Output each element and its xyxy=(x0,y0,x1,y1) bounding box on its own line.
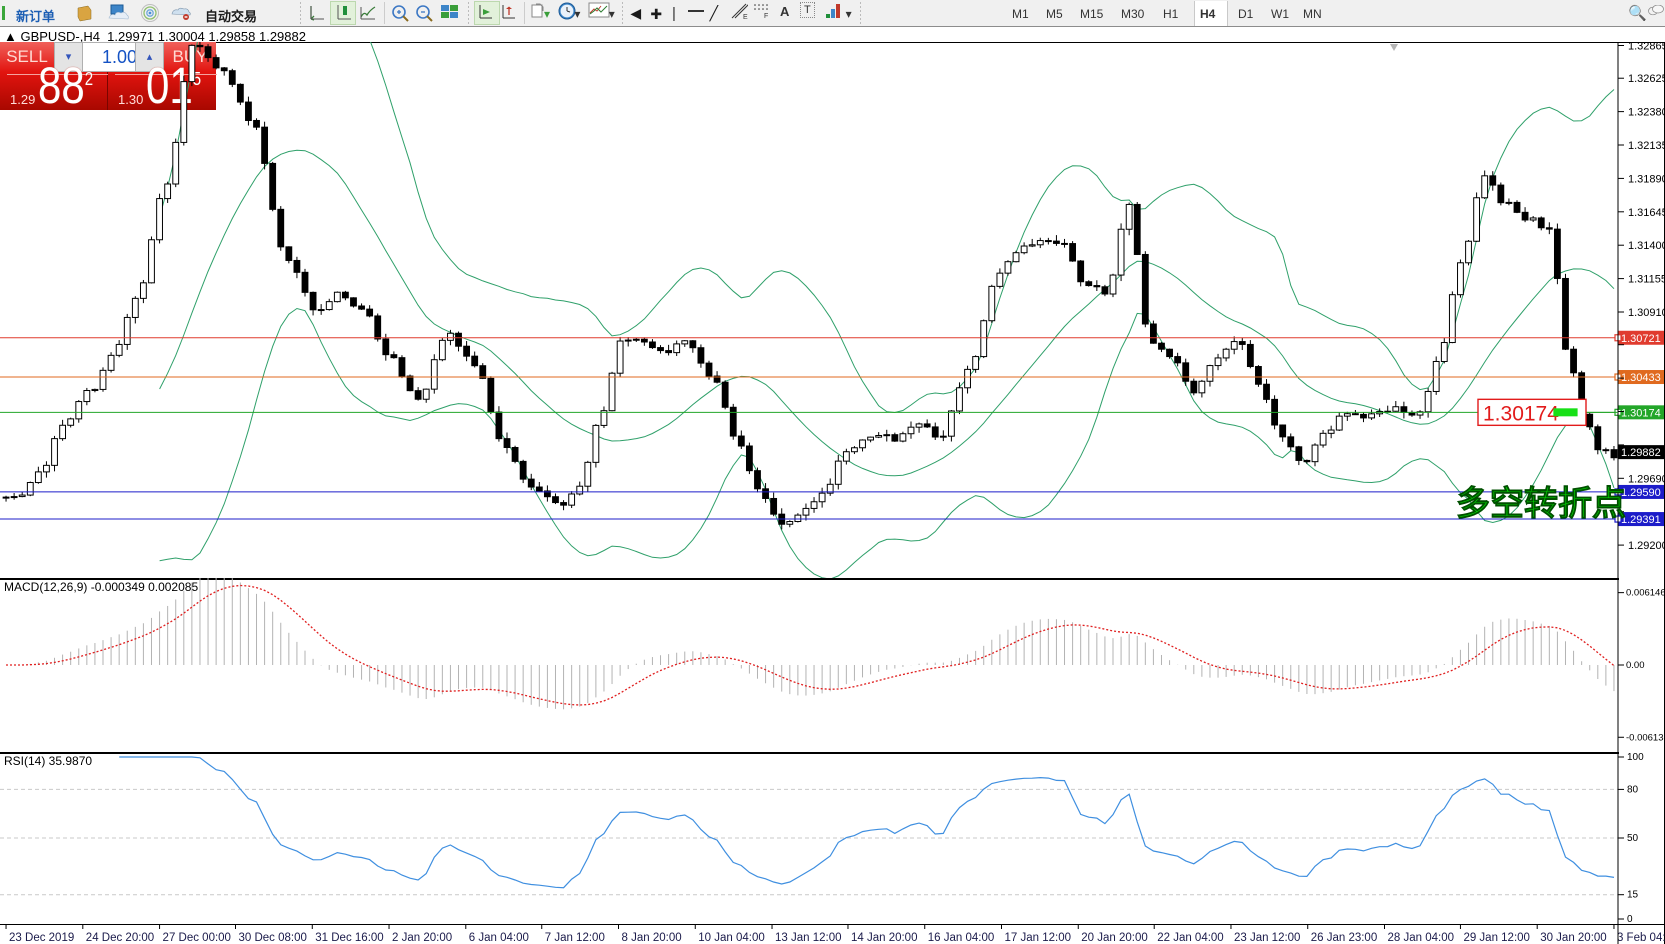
svg-text:MACD(12,26,9) -0.000349 0.0020: MACD(12,26,9) -0.000349 0.002085 xyxy=(4,580,198,594)
svg-text:1.29882: 1.29882 xyxy=(1621,447,1661,459)
svg-text:17 Jan 12:00: 17 Jan 12:00 xyxy=(1004,932,1071,944)
svg-text:1.32865: 1.32865 xyxy=(1628,42,1665,53)
svg-text:2 Jan 20:00: 2 Jan 20:00 xyxy=(392,932,452,944)
svg-text:13 Jan 12:00: 13 Jan 12:00 xyxy=(775,932,842,944)
svg-text:80: 80 xyxy=(1627,784,1639,795)
svg-text:1.32380: 1.32380 xyxy=(1628,107,1665,119)
svg-text:1.31890: 1.31890 xyxy=(1628,173,1665,185)
svg-text:16 Jan 04:00: 16 Jan 04:00 xyxy=(928,932,995,944)
svg-text:0.006146: 0.006146 xyxy=(1626,588,1665,599)
svg-text:22 Jan 04:00: 22 Jan 04:00 xyxy=(1157,932,1224,944)
svg-text:E: E xyxy=(743,14,748,20)
svg-text:27 Dec 00:00: 27 Dec 00:00 xyxy=(163,932,231,944)
svg-text:RSI(14) 35.9870: RSI(14) 35.9870 xyxy=(4,754,92,768)
svg-text:50: 50 xyxy=(1627,833,1639,844)
svg-text:1.31645: 1.31645 xyxy=(1628,207,1665,219)
svg-text:14 Jan 20:00: 14 Jan 20:00 xyxy=(851,932,918,944)
svg-text:1.29391: 1.29391 xyxy=(1621,514,1661,526)
svg-text:1.32625: 1.32625 xyxy=(1628,73,1665,85)
svg-text:1.29690: 1.29690 xyxy=(1628,473,1665,485)
svg-text:1.30174: 1.30174 xyxy=(1621,407,1661,419)
svg-text:1.31400: 1.31400 xyxy=(1628,240,1665,252)
svg-text:F: F xyxy=(764,13,768,19)
svg-text:15: 15 xyxy=(1627,890,1639,901)
svg-text:26 Jan 23:00: 26 Jan 23:00 xyxy=(1311,932,1378,944)
svg-text:3 Feb 04:00: 3 Feb 04:00 xyxy=(1617,932,1665,944)
svg-text:23 Jan 12:00: 23 Jan 12:00 xyxy=(1234,932,1301,944)
svg-text:6 Jan 04:00: 6 Jan 04:00 xyxy=(469,932,529,944)
svg-text:1.29200: 1.29200 xyxy=(1628,540,1665,552)
svg-text:1.30433: 1.30433 xyxy=(1621,372,1661,384)
svg-text:8 Jan 20:00: 8 Jan 20:00 xyxy=(622,932,682,944)
svg-text:100: 100 xyxy=(1627,752,1644,763)
svg-text:7 Jan 12:00: 7 Jan 12:00 xyxy=(545,932,605,944)
svg-text:1.32135: 1.32135 xyxy=(1628,140,1665,152)
svg-text:24 Dec 20:00: 24 Dec 20:00 xyxy=(86,932,154,944)
svg-text:30 Jan 20:00: 30 Jan 20:00 xyxy=(1540,932,1607,944)
svg-text:1.30721: 1.30721 xyxy=(1621,333,1661,345)
svg-text:1.30910: 1.30910 xyxy=(1628,307,1665,319)
svg-text:23 Dec 2019: 23 Dec 2019 xyxy=(9,932,74,944)
svg-text:10 Jan 04:00: 10 Jan 04:00 xyxy=(698,932,765,944)
svg-text:30 Dec 08:00: 30 Dec 08:00 xyxy=(239,932,307,944)
svg-text:-0.006138: -0.006138 xyxy=(1626,732,1665,743)
svg-text:0: 0 xyxy=(1627,914,1633,924)
svg-text:29 Jan 12:00: 29 Jan 12:00 xyxy=(1463,932,1530,944)
svg-text:20 Jan 20:00: 20 Jan 20:00 xyxy=(1081,932,1148,944)
svg-text:0.00: 0.00 xyxy=(1626,660,1645,671)
svg-text:31 Dec 16:00: 31 Dec 16:00 xyxy=(315,932,383,944)
svg-text:多空转折点: 多空转折点 xyxy=(1456,485,1626,523)
svg-text:1.29590: 1.29590 xyxy=(1621,487,1661,499)
svg-text:28 Jan 04:00: 28 Jan 04:00 xyxy=(1387,932,1454,944)
svg-text:1.31155: 1.31155 xyxy=(1628,274,1665,286)
svg-text:1.30174: 1.30174 xyxy=(1483,402,1559,425)
